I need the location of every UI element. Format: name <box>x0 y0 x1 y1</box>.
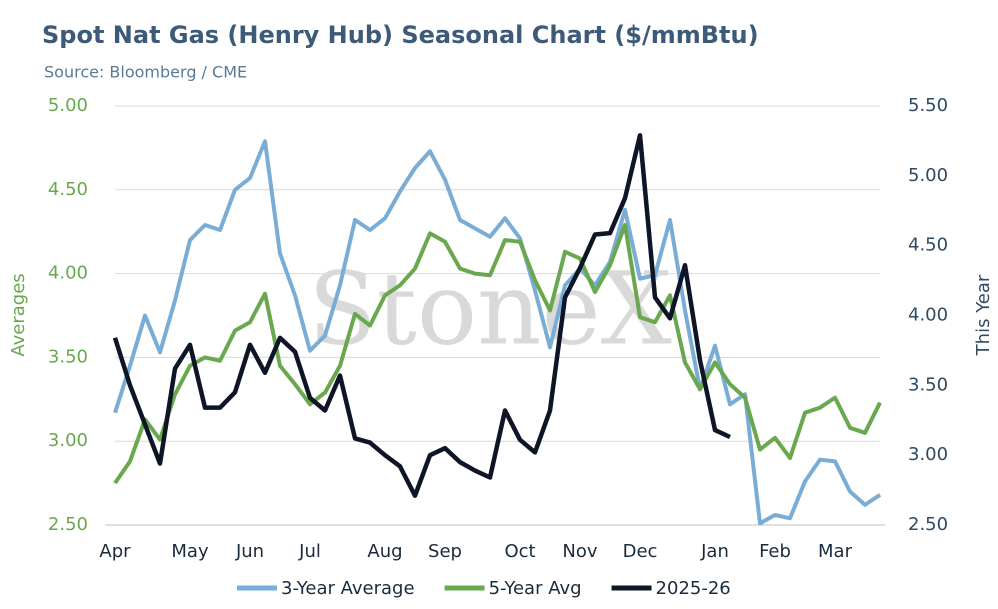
x-tick-label: Nov <box>562 541 597 562</box>
x-tick-label: Oct <box>504 541 535 562</box>
x-tick-label: Jun <box>235 541 264 562</box>
x-tick-label: Sep <box>428 541 462 562</box>
y-tick-label: 5.00 <box>48 95 88 116</box>
legend-label: 5-Year Avg <box>489 578 582 599</box>
series-line <box>113 139 882 526</box>
x-tick-label: Aug <box>367 541 402 562</box>
y2-tick-label: 4.50 <box>908 235 948 256</box>
y-tick-label: 4.00 <box>48 263 88 284</box>
y2-tick-label: 4.00 <box>908 305 948 326</box>
y-tick-label: 2.50 <box>48 514 88 535</box>
y2-tick-label: 3.00 <box>908 444 948 465</box>
legend-label: 2025-26 <box>656 578 731 599</box>
chart-subtitle: Source: Bloomberg / CME <box>44 63 247 82</box>
x-tick-label: Feb <box>759 541 791 562</box>
y2-tick-label: 2.50 <box>908 514 948 535</box>
y2-axis-label: This Year <box>973 274 994 356</box>
y2-tick-label: 5.50 <box>908 95 948 116</box>
chart-title: Spot Nat Gas (Henry Hub) Seasonal Chart … <box>42 21 759 49</box>
y-axis-label: Averages <box>8 273 29 356</box>
series-line <box>113 222 882 485</box>
x-tick-label: Jan <box>700 541 729 562</box>
legend-label: 3-Year Average <box>281 578 415 599</box>
watermark: StoneX <box>308 251 672 368</box>
y-tick-label: 3.00 <box>48 430 88 451</box>
y2-tick-label: 3.50 <box>908 374 948 395</box>
y-tick-label: 4.50 <box>48 179 88 200</box>
x-tick-label: Mar <box>818 541 853 562</box>
x-tick-label: Apr <box>99 541 131 562</box>
y-tick-label: 3.50 <box>48 346 88 367</box>
x-tick-label: Jul <box>298 541 321 562</box>
x-tick-label: Dec <box>623 541 658 562</box>
series-line <box>112 133 731 498</box>
y2-tick-label: 5.00 <box>908 165 948 186</box>
x-tick-label: May <box>171 541 209 562</box>
